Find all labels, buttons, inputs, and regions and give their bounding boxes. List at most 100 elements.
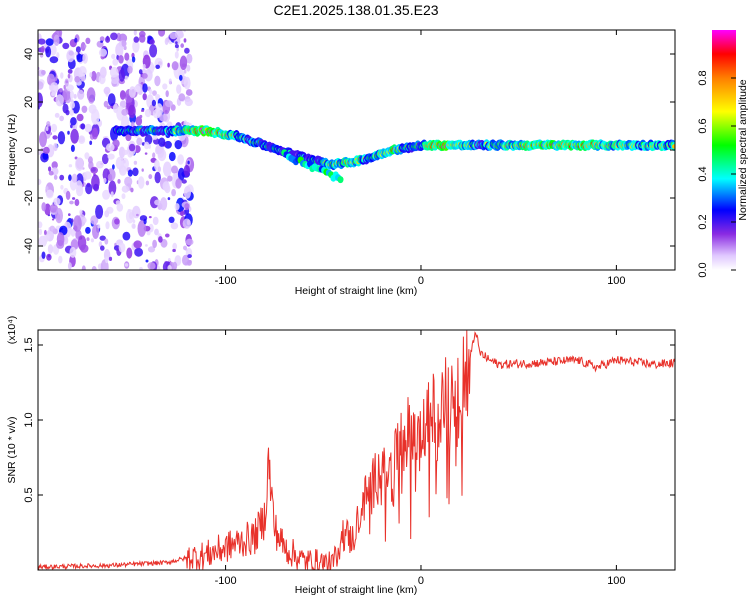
noise-speckle: [38, 92, 43, 108]
noise-speckle: [55, 94, 64, 107]
noise-speckle: [171, 165, 179, 174]
noise-speckle: [45, 38, 54, 46]
noise-speckle: [98, 48, 108, 57]
noise-speckle: [39, 131, 47, 148]
noise-speckle: [115, 200, 121, 205]
noise-speckle: [132, 205, 141, 219]
noise-speckle: [164, 140, 172, 149]
spectrogram-noise-layer: [38, 30, 195, 270]
noise-speckle: [170, 222, 179, 230]
noise-speckle: [69, 109, 74, 116]
noise-speckle: [184, 203, 190, 211]
noise-speckle: [152, 134, 158, 140]
noise-speckle: [172, 242, 178, 250]
noise-speckle: [70, 117, 77, 126]
noise-speckle: [141, 168, 144, 172]
noise-speckle: [84, 44, 87, 48]
noise-speckle: [41, 70, 46, 75]
noise-speckle: [80, 76, 85, 82]
noise-speckle: [67, 73, 71, 79]
noise-speckle: [180, 43, 184, 48]
noise-speckle: [183, 164, 190, 177]
noise-speckle: [62, 42, 70, 50]
noise-speckle: [141, 73, 148, 79]
figure-title: C2E1.2025.138.01.35.E23: [273, 2, 438, 18]
noise-speckle: [53, 34, 60, 46]
noise-speckle: [181, 179, 187, 184]
noise-speckle: [145, 180, 150, 186]
noise-speckle: [68, 213, 71, 217]
noise-speckle: [174, 203, 180, 211]
noise-speckle: [53, 174, 58, 180]
noise-speckle: [43, 234, 50, 242]
noise-speckle: [56, 232, 65, 247]
noise-speckle: [124, 176, 133, 187]
noise-speckle: [154, 171, 161, 184]
noise-speckle: [74, 37, 78, 43]
noise-speckle: [82, 53, 88, 64]
noise-speckle: [186, 64, 191, 72]
noise-speckle: [104, 238, 109, 245]
noise-speckle: [49, 225, 56, 232]
noise-speckle: [118, 55, 124, 64]
noise-speckle: [183, 245, 187, 251]
noise-speckle: [149, 39, 155, 45]
noise-speckle: [165, 233, 170, 238]
noise-speckle: [45, 126, 49, 131]
spectrogram-ticks: -100 0 100 -40 -20 0 20 40: [23, 30, 675, 287]
noise-speckle: [138, 34, 146, 43]
noise-speckle: [93, 183, 99, 192]
noise-speckle: [142, 93, 147, 101]
noise-speckle: [78, 136, 85, 143]
noise-speckle: [155, 64, 160, 70]
noise-speckle: [67, 69, 73, 74]
noise-speckle: [162, 161, 172, 177]
noise-speckle: [182, 218, 191, 229]
y-tick-label: 1.0: [23, 412, 35, 427]
noise-speckle: [103, 86, 111, 95]
noise-speckle: [122, 231, 131, 241]
noise-speckle: [132, 39, 140, 53]
noise-speckle: [186, 53, 193, 64]
noise-speckle: [128, 86, 136, 98]
noise-speckle: [65, 190, 71, 200]
noise-speckle: [184, 47, 190, 54]
snr-series-line: [38, 330, 675, 570]
noise-speckle: [121, 108, 129, 116]
noise-speckle: [49, 56, 59, 64]
noise-speckle: [128, 212, 134, 220]
noise-speckle: [183, 76, 191, 90]
noise-speckle: [58, 255, 63, 264]
colorbar-ticks: 0.0 0.2 0.4 0.6 0.8: [697, 70, 736, 278]
noise-speckle: [152, 152, 156, 159]
ridge-cell: [672, 144, 675, 149]
noise-speckle: [147, 246, 156, 253]
noise-speckle: [121, 185, 130, 193]
noise-speckle: [81, 105, 88, 114]
noise-speckle: [124, 263, 129, 267]
noise-speckle: [138, 69, 143, 75]
noise-speckle: [180, 210, 185, 217]
noise-speckle: [133, 36, 140, 43]
noise-speckle: [183, 69, 187, 74]
colorbar-tick-label: 0.8: [697, 70, 709, 85]
y-tick-label: 0: [23, 147, 35, 153]
x-tick-label: -100: [215, 575, 237, 587]
noise-speckle: [149, 44, 158, 58]
noise-speckle: [87, 156, 93, 164]
noise-speckle: [184, 98, 193, 107]
noise-speckle: [70, 218, 74, 223]
noise-speckle: [183, 30, 186, 33]
y-tick-label: -20: [23, 190, 35, 206]
noise-speckle: [128, 143, 136, 152]
noise-speckle: [174, 140, 183, 150]
noise-speckle: [131, 56, 136, 63]
noise-speckle: [146, 230, 151, 236]
noise-speckle: [48, 166, 52, 172]
noise-speckle: [70, 128, 79, 144]
noise-speckle: [102, 153, 109, 165]
noise-speckle: [42, 152, 49, 160]
noise-speckle: [151, 99, 156, 107]
spectrogram-x-axis-label: Height of straight line (km): [295, 285, 418, 297]
noise-speckle: [142, 63, 146, 69]
